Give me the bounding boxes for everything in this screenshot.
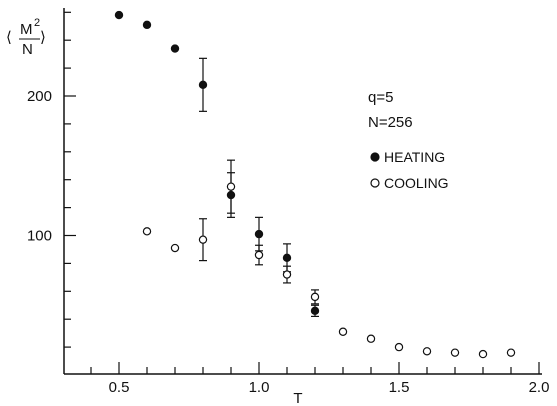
plot-frame	[63, 8, 542, 375]
heating-data-point	[254, 229, 264, 239]
cooling-data-point	[142, 227, 152, 236]
x-tick-label: 2.0	[529, 379, 550, 396]
cooling-data-point	[506, 348, 516, 357]
heating-data-point	[226, 190, 236, 200]
x-axis-label: T	[293, 390, 302, 406]
cooling-data-point	[422, 347, 432, 356]
cooling-data-point	[254, 250, 264, 260]
x-tick-label: 0.5	[109, 379, 130, 396]
legend-marker	[370, 152, 380, 162]
x-tick-label: 1.0	[249, 379, 270, 396]
cooling-data-point	[450, 348, 460, 357]
annotation-text: q=5	[368, 89, 393, 106]
minor-x-ticks	[90, 362, 540, 374]
legend: HEATING COOLING	[370, 149, 449, 191]
cooling-data-point	[310, 292, 320, 302]
minor-y-ticks	[64, 11, 76, 348]
cooling-data-point	[478, 349, 488, 359]
heating-data-point	[170, 44, 180, 53]
cooling-data-point	[170, 243, 180, 253]
legend-label: COOLING	[384, 175, 449, 191]
x-tick-label: 1.5	[389, 379, 410, 396]
cooling-data-point	[338, 327, 348, 336]
y-axis-label-bracket-right: ⟩	[40, 29, 46, 46]
y-tick-label: 200	[27, 88, 52, 105]
annotations: q=5 N=256	[368, 89, 413, 131]
x-tick-labels: 0.5 1.0 1.5 2.0	[109, 379, 550, 396]
cooling-data-point	[366, 334, 376, 343]
y-axis-label-numerator: M	[20, 21, 33, 38]
legend-marker	[370, 178, 380, 188]
data-points	[114, 10, 516, 359]
error-bars	[199, 57, 319, 318]
cooling-data-point	[394, 342, 404, 352]
y-axis-label-bracket-left: ⟨	[6, 29, 12, 46]
heating-data-point	[114, 10, 124, 20]
cooling-data-point	[282, 270, 292, 279]
heating-data-point	[198, 80, 208, 90]
heating-data-point	[142, 20, 152, 30]
y-tick-labels: 100 200	[27, 88, 52, 245]
y-axis-label: ⟨ M 2 N ⟩	[6, 17, 46, 58]
legend-label: HEATING	[384, 149, 445, 165]
y-tick-label: 100	[27, 228, 52, 245]
cooling-data-point	[198, 235, 208, 244]
y-axis-label-denominator: N	[22, 41, 33, 58]
annotation-text: N=256	[368, 114, 413, 131]
y-axis-label-superscript: 2	[34, 17, 40, 29]
cooling-data-point	[226, 182, 236, 191]
heating-data-point	[282, 253, 292, 263]
heating-data-point	[310, 306, 320, 316]
